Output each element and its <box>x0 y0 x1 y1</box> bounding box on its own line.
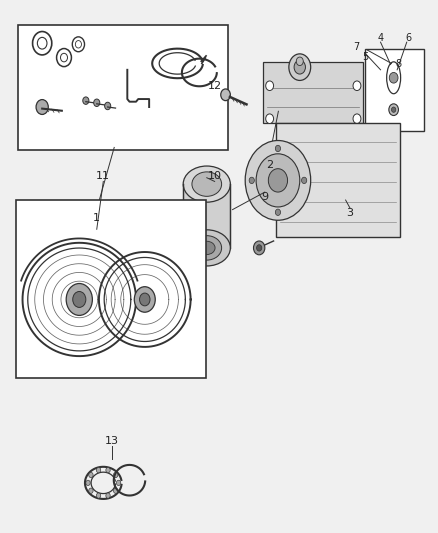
Circle shape <box>72 37 85 52</box>
Polygon shape <box>183 184 230 248</box>
Circle shape <box>96 467 101 473</box>
Circle shape <box>60 53 67 62</box>
Text: 3: 3 <box>346 208 353 218</box>
Text: 12: 12 <box>208 81 222 91</box>
Circle shape <box>353 114 361 124</box>
Circle shape <box>89 488 93 494</box>
Circle shape <box>140 293 150 306</box>
Text: 13: 13 <box>105 436 119 446</box>
Circle shape <box>106 493 110 498</box>
Circle shape <box>301 177 307 183</box>
Circle shape <box>266 114 274 124</box>
Circle shape <box>83 97 89 104</box>
Text: 4: 4 <box>378 33 384 43</box>
Ellipse shape <box>183 166 230 202</box>
Circle shape <box>296 57 303 66</box>
Text: 9: 9 <box>261 192 268 202</box>
Text: 7: 7 <box>353 42 360 52</box>
Bar <box>16 200 206 378</box>
Text: 1: 1 <box>93 213 100 223</box>
Circle shape <box>105 102 111 110</box>
Circle shape <box>73 292 86 308</box>
Circle shape <box>276 146 281 152</box>
Circle shape <box>266 81 274 91</box>
Ellipse shape <box>198 241 215 255</box>
Circle shape <box>37 37 47 49</box>
Ellipse shape <box>192 172 222 196</box>
Circle shape <box>86 480 90 486</box>
Circle shape <box>36 100 48 115</box>
Circle shape <box>389 104 399 116</box>
Ellipse shape <box>183 230 230 266</box>
Circle shape <box>294 60 305 74</box>
Text: 11: 11 <box>96 172 110 181</box>
Circle shape <box>57 49 71 67</box>
Circle shape <box>257 245 262 251</box>
Circle shape <box>249 177 254 183</box>
Text: 6: 6 <box>406 33 412 43</box>
Circle shape <box>96 493 101 498</box>
Circle shape <box>94 99 100 107</box>
Text: 2: 2 <box>266 160 273 170</box>
Circle shape <box>32 31 52 55</box>
Ellipse shape <box>387 62 401 94</box>
Circle shape <box>113 488 118 494</box>
Bar <box>276 123 400 237</box>
Bar <box>263 62 363 123</box>
Circle shape <box>268 168 288 192</box>
Circle shape <box>256 154 300 207</box>
Circle shape <box>276 209 281 215</box>
Circle shape <box>254 241 265 255</box>
Bar <box>18 25 228 150</box>
Circle shape <box>113 472 118 478</box>
Circle shape <box>106 467 110 473</box>
Circle shape <box>117 480 121 486</box>
Circle shape <box>245 141 311 220</box>
Circle shape <box>392 107 396 112</box>
Circle shape <box>89 472 93 478</box>
Circle shape <box>353 81 361 91</box>
Circle shape <box>389 72 398 83</box>
Text: 5: 5 <box>362 52 368 61</box>
Text: 10: 10 <box>208 172 222 181</box>
Circle shape <box>134 287 155 312</box>
Ellipse shape <box>192 236 222 260</box>
Text: 8: 8 <box>395 60 401 69</box>
Circle shape <box>75 41 81 48</box>
Bar <box>365 49 424 131</box>
Circle shape <box>289 54 311 80</box>
Circle shape <box>66 284 92 316</box>
Circle shape <box>221 89 230 101</box>
